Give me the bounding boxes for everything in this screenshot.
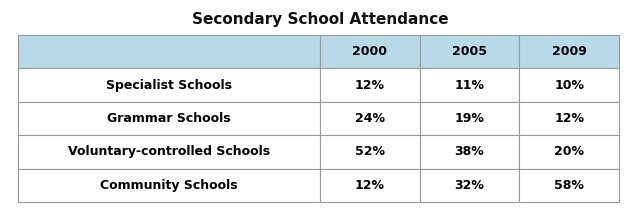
Bar (320, 68, 420, 102)
Text: Grammar Schools: Grammar Schools (107, 112, 231, 125)
Text: 2005: 2005 (452, 45, 487, 58)
Bar (519, 102, 619, 135)
Text: Specialist Schools: Specialist Schools (106, 79, 232, 92)
Text: 12%: 12% (355, 179, 385, 192)
Bar (420, 135, 519, 169)
Text: 19%: 19% (454, 112, 484, 125)
Bar (18, 68, 320, 102)
Text: 52%: 52% (355, 145, 385, 158)
Bar (420, 68, 519, 102)
Text: 58%: 58% (554, 179, 584, 192)
Text: 2000: 2000 (353, 45, 387, 58)
Text: 2009: 2009 (552, 45, 587, 58)
Bar (519, 169, 619, 202)
Bar (519, 68, 619, 102)
Text: 12%: 12% (554, 112, 584, 125)
Bar (519, 135, 619, 169)
Bar (320, 102, 420, 135)
Bar (18, 35, 320, 68)
Bar (18, 135, 320, 169)
Text: 11%: 11% (454, 79, 484, 92)
Bar (320, 169, 420, 202)
Text: 20%: 20% (554, 145, 584, 158)
Text: Community Schools: Community Schools (100, 179, 238, 192)
Text: 10%: 10% (554, 79, 584, 92)
Bar (320, 35, 420, 68)
Bar (420, 102, 519, 135)
Text: Secondary School Attendance: Secondary School Attendance (192, 12, 448, 27)
Bar (420, 35, 519, 68)
Text: 24%: 24% (355, 112, 385, 125)
Bar (18, 169, 320, 202)
Bar (320, 135, 420, 169)
Bar (420, 169, 519, 202)
Text: 32%: 32% (454, 179, 484, 192)
Bar (18, 102, 320, 135)
Text: 38%: 38% (454, 145, 484, 158)
Text: Voluntary-controlled Schools: Voluntary-controlled Schools (68, 145, 270, 158)
Text: 12%: 12% (355, 79, 385, 92)
Bar (519, 35, 619, 68)
